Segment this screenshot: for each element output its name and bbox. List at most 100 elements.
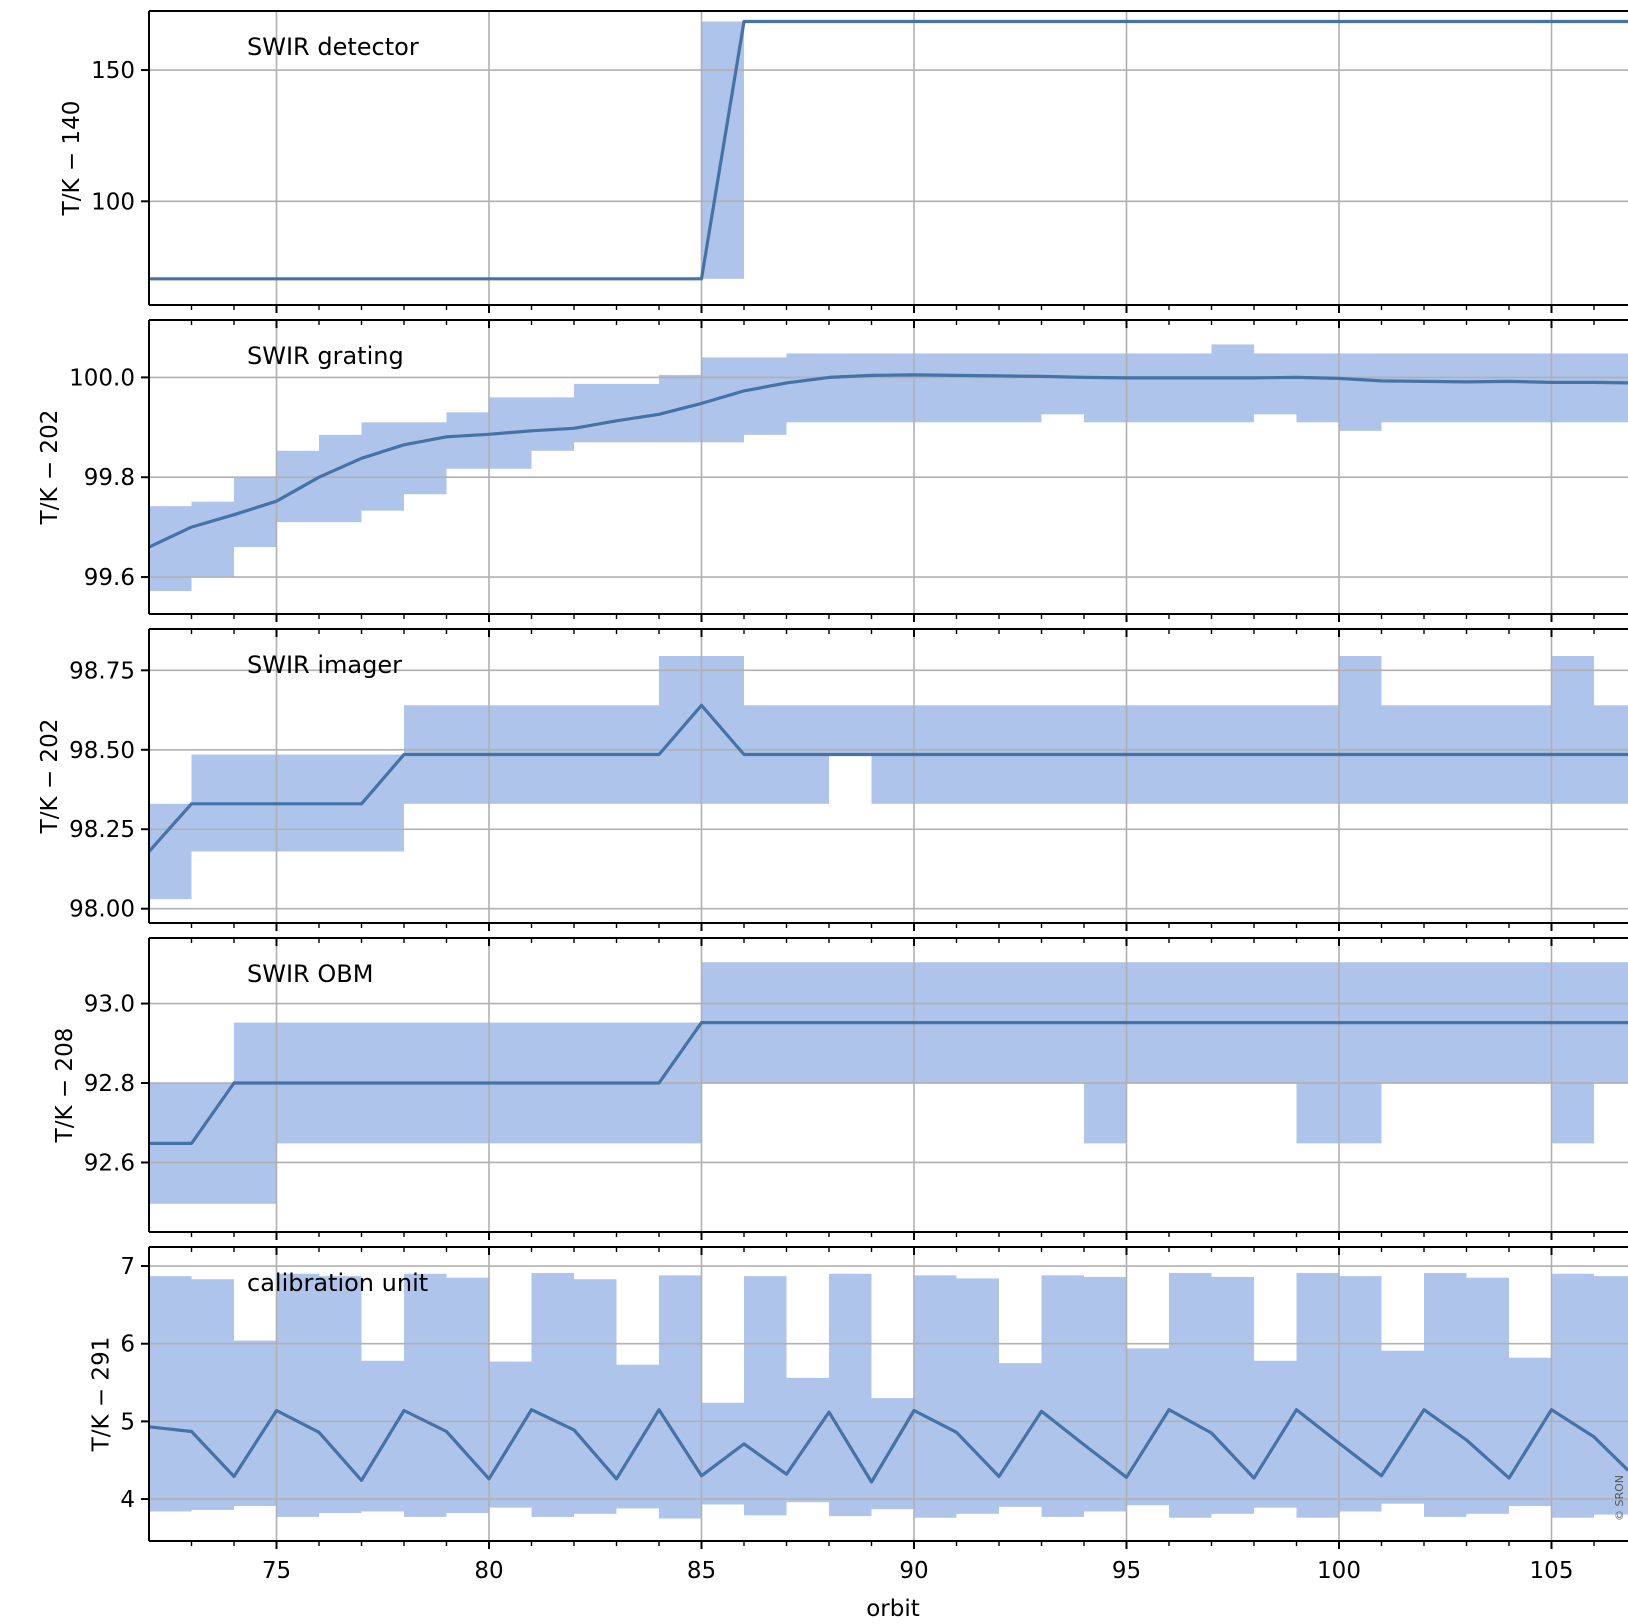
range-band bbox=[361, 1360, 404, 1512]
range-band bbox=[1381, 1350, 1424, 1504]
series-line bbox=[149, 1408, 1628, 1484]
range-band bbox=[1211, 1276, 1254, 1514]
range-band bbox=[1339, 1276, 1382, 1512]
y-tick-label: 98.25 bbox=[69, 817, 135, 843]
y-tick-label: 92.8 bbox=[84, 1071, 135, 1097]
y-tick-label: 93.0 bbox=[84, 992, 135, 1018]
x-tick-label: 95 bbox=[1112, 1558, 1141, 1584]
x-tick-label: 80 bbox=[474, 1558, 503, 1584]
range-band bbox=[659, 1275, 702, 1519]
range-band bbox=[149, 803, 192, 900]
y-tick-label: 98.50 bbox=[69, 738, 135, 764]
range-band bbox=[1551, 962, 1594, 1144]
y-axis-label: T/K − 140 bbox=[59, 101, 85, 217]
range-band bbox=[574, 1279, 617, 1514]
panel-5: 4 5 6 7 T/K − 291 calibration unit 75 80 85 90 95 1… bbox=[88, 1246, 1628, 1584]
x-tick-label: 85 bbox=[687, 1558, 716, 1584]
range-band bbox=[956, 1278, 999, 1514]
x-tick-label: 105 bbox=[1530, 1558, 1574, 1584]
range-band bbox=[149, 506, 192, 592]
plot-area bbox=[149, 11, 1628, 305]
y-tick-label: 150 bbox=[91, 58, 135, 84]
range-band bbox=[1041, 353, 1084, 415]
range-band bbox=[1084, 962, 1127, 1144]
range-band bbox=[1296, 353, 1339, 423]
range-band bbox=[574, 383, 617, 443]
y-tick-label: 100.0 bbox=[69, 365, 135, 391]
plot-area bbox=[149, 320, 1628, 614]
range-band bbox=[404, 422, 447, 495]
range-band bbox=[744, 1276, 787, 1516]
range-band bbox=[191, 501, 234, 578]
y-tick-label: 4 bbox=[120, 1487, 135, 1513]
y-tick-label: 5 bbox=[120, 1409, 135, 1435]
plot-area bbox=[149, 1247, 1628, 1541]
range-band bbox=[446, 412, 489, 469]
range-band bbox=[1509, 1357, 1552, 1507]
range-band bbox=[319, 1276, 362, 1514]
range-band bbox=[404, 1273, 447, 1517]
range-band bbox=[829, 705, 872, 755]
plot-area bbox=[149, 629, 1628, 923]
panel-title: SWIR grating bbox=[247, 342, 404, 370]
range-band bbox=[829, 1273, 872, 1517]
range-band bbox=[1211, 344, 1254, 423]
series-line bbox=[149, 19, 1628, 281]
range-band bbox=[1551, 656, 1594, 804]
y-tick-label: 7 bbox=[120, 1254, 135, 1280]
range-band bbox=[1169, 1273, 1212, 1518]
panel-4: 92.6 92.8 93.0T/K − 208 SWIR OBM bbox=[52, 937, 1628, 1240]
y-axis-label: T/K − 202 bbox=[37, 410, 63, 526]
x-tick-label: 100 bbox=[1317, 1558, 1361, 1584]
panel-3: 98.00 98.25 98.50 98.75 T/K − 202 SWIR imager bbox=[37, 628, 1628, 931]
range-band bbox=[276, 1273, 319, 1517]
series-line bbox=[149, 373, 1628, 549]
range-band bbox=[616, 383, 659, 443]
range-band bbox=[701, 1402, 744, 1505]
plot-area bbox=[149, 938, 1628, 1232]
range-band bbox=[1424, 1273, 1467, 1517]
range-band bbox=[1254, 1360, 1297, 1508]
range-band bbox=[1339, 656, 1382, 804]
range-band bbox=[531, 397, 574, 451]
series-line bbox=[149, 703, 1628, 853]
y-tick-label: 98.00 bbox=[69, 897, 135, 923]
range-band bbox=[744, 357, 787, 435]
range-band bbox=[489, 1361, 532, 1508]
y-tick-label: 99.6 bbox=[84, 565, 135, 591]
panel-title: calibration unit bbox=[247, 1269, 428, 1297]
range-band bbox=[1466, 1277, 1509, 1514]
panel-title: SWIR OBM bbox=[247, 960, 373, 988]
range-band bbox=[531, 1273, 574, 1517]
y-tick-label: 99.8 bbox=[84, 465, 135, 491]
range-band bbox=[1594, 1276, 1628, 1515]
range-band bbox=[914, 1275, 957, 1518]
y-axis-label: T/K − 208 bbox=[52, 1028, 78, 1144]
range-band bbox=[446, 1277, 489, 1514]
panel-title: SWIR imager bbox=[247, 651, 402, 679]
range-band bbox=[1041, 1275, 1084, 1517]
range-band bbox=[871, 1398, 914, 1510]
range-band bbox=[1339, 353, 1382, 431]
range-band bbox=[1381, 353, 1628, 423]
x-axis-label: orbit bbox=[866, 1596, 920, 1622]
watermark: © SRON bbox=[1613, 1475, 1626, 1521]
range-band bbox=[999, 1363, 1042, 1507]
range-band bbox=[1551, 1273, 1594, 1518]
x-tick-label: 90 bbox=[899, 1558, 928, 1584]
range-band bbox=[149, 1276, 192, 1512]
range-band bbox=[361, 422, 404, 511]
series-line bbox=[149, 1020, 1628, 1146]
y-axis-label: T/K − 291 bbox=[88, 1337, 114, 1453]
y-tick-label: 100 bbox=[91, 189, 135, 215]
range-band bbox=[276, 450, 319, 523]
range-band bbox=[1126, 1348, 1169, 1506]
range-band bbox=[1296, 1273, 1339, 1518]
y-tick-label: 92.6 bbox=[84, 1150, 135, 1176]
panel-2: 99.6 99.8 100.0T/K − 202 SWIR grating bbox=[37, 319, 1628, 622]
x-tick-label: 75 bbox=[262, 1558, 291, 1584]
range-band bbox=[319, 434, 362, 523]
range-band bbox=[191, 1279, 234, 1510]
y-axis-label: T/K − 202 bbox=[37, 719, 63, 835]
